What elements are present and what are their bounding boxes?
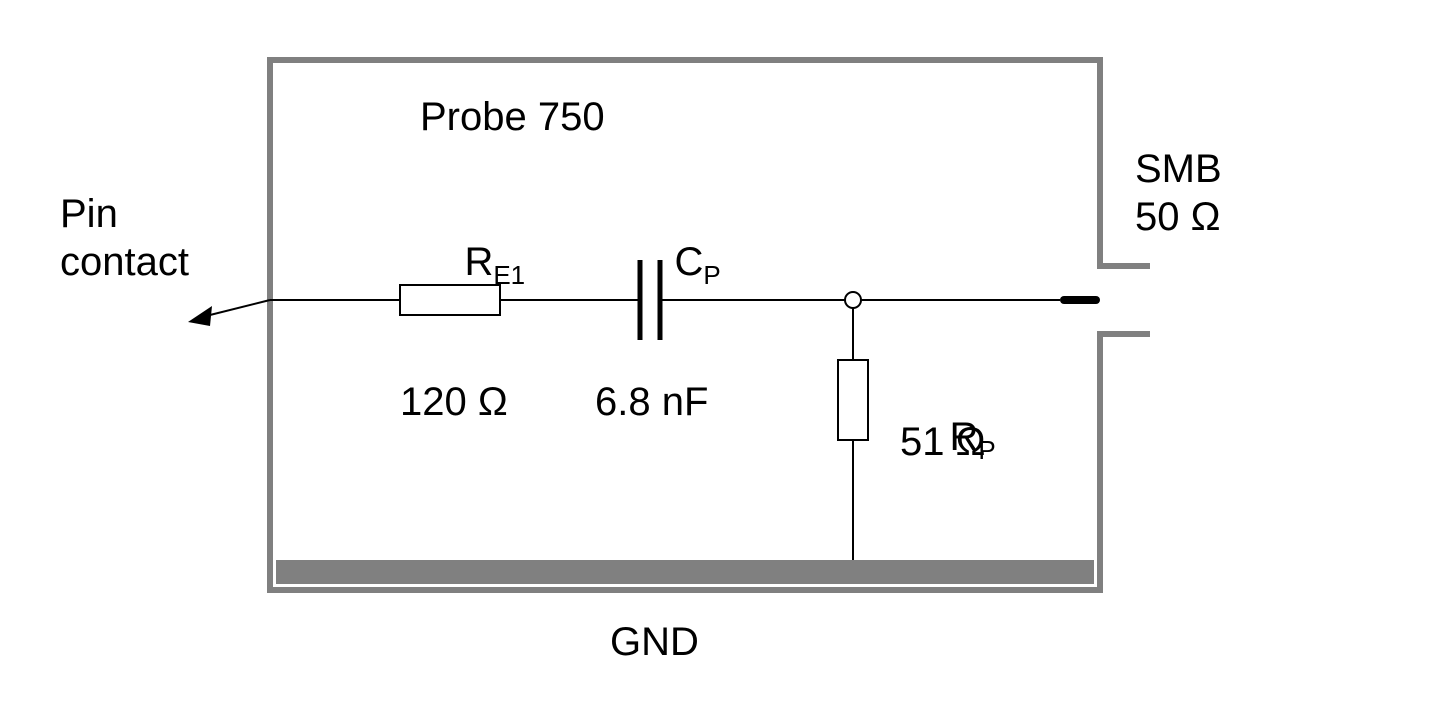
re1-name-label: RE1 bbox=[420, 195, 525, 336]
circuit-diagram: Probe 750 Pin contact RE1 120 Ω CP 6.8 n… bbox=[0, 0, 1440, 700]
re1-sub: E1 bbox=[493, 260, 525, 290]
smb-tip bbox=[1060, 296, 1100, 304]
cp-value-label: 6.8 nF bbox=[595, 380, 708, 425]
resistor-rp bbox=[838, 360, 868, 440]
pin-contact-label: Pin contact bbox=[60, 190, 189, 286]
pin-arrow-head bbox=[188, 306, 212, 326]
cp-sub: P bbox=[703, 260, 720, 290]
cp-prefix: C bbox=[674, 240, 703, 284]
smb-label: SMB 50 Ω bbox=[1135, 145, 1222, 241]
rp-value-label: 51 Ω bbox=[900, 420, 986, 465]
gnd-bar bbox=[276, 560, 1094, 584]
node-junction bbox=[845, 292, 861, 308]
re1-value-label: 120 Ω bbox=[400, 380, 508, 425]
circuit-svg bbox=[0, 0, 1440, 700]
cp-name-label: CP bbox=[630, 195, 721, 336]
re1-prefix: R bbox=[464, 240, 493, 284]
gnd-label: GND bbox=[610, 620, 699, 665]
title-label: Probe 750 bbox=[420, 95, 605, 140]
